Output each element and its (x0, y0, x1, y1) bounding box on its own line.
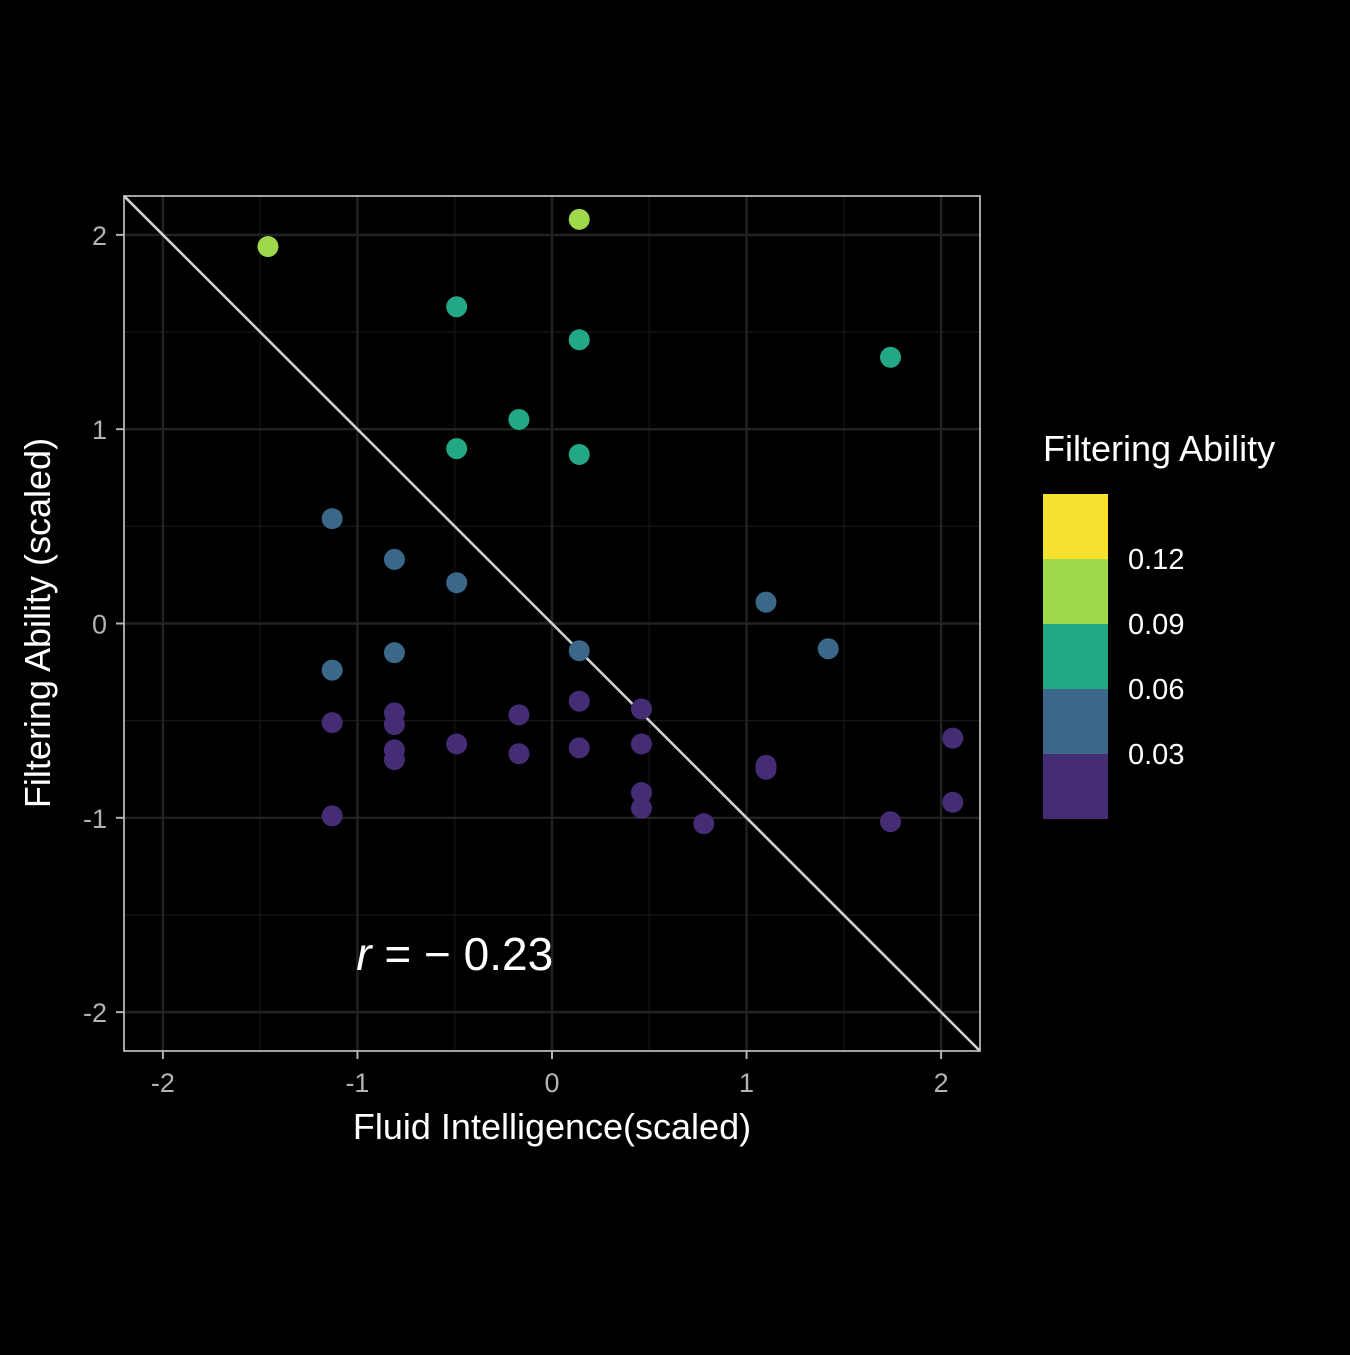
legend-color-key (1043, 494, 1108, 559)
y-tick-label: 1 (92, 415, 107, 445)
y-tick-label: -2 (83, 998, 107, 1028)
data-point (630, 782, 652, 804)
x-tick-label: 1 (739, 1068, 754, 1098)
data-point (880, 346, 902, 368)
legend-labels: 0.12 0.09 0.06 0.03 (1128, 544, 1184, 771)
correlation-annotation: r = − 0.23 (356, 928, 553, 980)
x-tick-label: -2 (151, 1068, 175, 1098)
legend-color-key (1043, 624, 1108, 689)
x-tick-label: 2 (934, 1068, 949, 1098)
data-point (508, 704, 530, 726)
legend-title: Filtering Ability (1043, 428, 1275, 469)
data-point (630, 698, 652, 720)
y-tick-label: 0 (92, 610, 107, 640)
data-point (508, 743, 530, 765)
y-axis: -2 -1 0 1 2 (83, 221, 124, 1028)
data-point (630, 797, 652, 819)
data-point (383, 749, 405, 771)
reference-line-layer (123, 195, 981, 1052)
x-axis: -2 -1 0 1 2 (151, 1051, 949, 1098)
data-point (446, 572, 468, 594)
data-point (257, 236, 279, 258)
data-point (630, 733, 652, 755)
data-point (321, 508, 343, 530)
reference-line (123, 195, 981, 1052)
data-point (755, 758, 777, 780)
data-point (446, 733, 468, 755)
x-axis-title: Fluid Intelligence(scaled) (353, 1106, 751, 1147)
legend-color-key (1043, 689, 1108, 754)
data-point (321, 659, 343, 681)
y-tick-label: 2 (92, 221, 107, 251)
data-point (568, 737, 590, 759)
data-point (568, 690, 590, 712)
data-point (446, 438, 468, 460)
x-tick-label: 0 (544, 1068, 559, 1098)
data-point (383, 714, 405, 736)
data-point (693, 813, 715, 835)
legend-label: 0.09 (1128, 609, 1184, 641)
data-point (942, 727, 964, 749)
x-tick-label: -1 (345, 1068, 369, 1098)
correlation-symbol: r (356, 928, 373, 980)
data-point (568, 208, 590, 230)
data-point (568, 443, 590, 465)
legend-color-key (1043, 559, 1108, 624)
data-point (942, 791, 964, 813)
legend-label: 0.12 (1128, 544, 1184, 576)
data-point (817, 638, 839, 660)
y-axis-title: Filtering Ability (scaled) (17, 438, 58, 808)
legend-label: 0.06 (1128, 674, 1184, 706)
data-point (568, 640, 590, 662)
legend-label: 0.03 (1128, 739, 1184, 771)
points-layer (257, 208, 964, 835)
legend-color-key (1043, 754, 1108, 819)
data-point (446, 296, 468, 318)
legend-colorbar (1043, 494, 1108, 819)
data-point (383, 548, 405, 570)
correlation-value: = − 0.23 (372, 928, 554, 980)
data-point (880, 811, 902, 833)
data-point (383, 642, 405, 664)
data-point (508, 408, 530, 430)
data-point (568, 329, 590, 351)
data-point (321, 805, 343, 827)
y-tick-label: -1 (83, 804, 107, 834)
data-point (755, 591, 777, 613)
legend: Filtering Ability 0.12 0.09 0.06 0.03 (1043, 428, 1275, 819)
data-point (321, 712, 343, 734)
